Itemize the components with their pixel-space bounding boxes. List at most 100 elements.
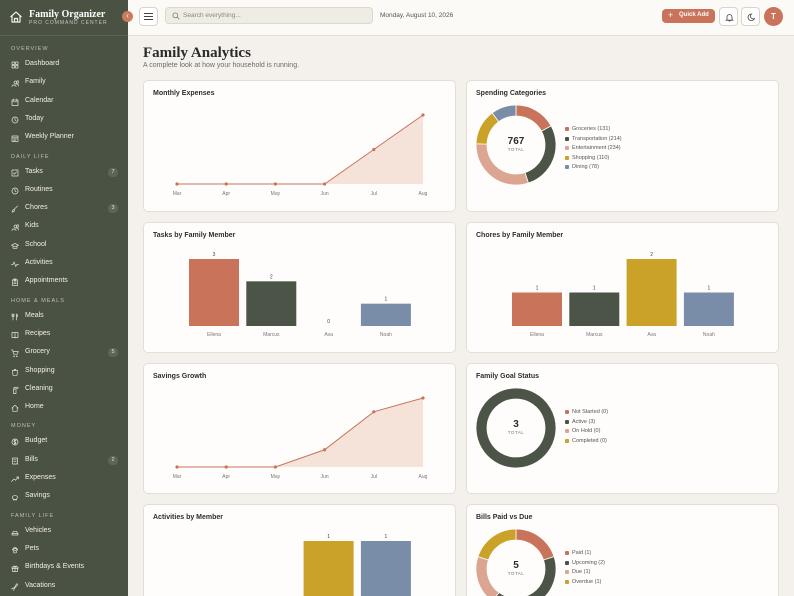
legend-label: Completed (0) bbox=[572, 437, 607, 444]
sidebar-item-savings[interactable]: Savings bbox=[0, 488, 128, 506]
menu-toggle-button[interactable] bbox=[139, 7, 158, 26]
sidebar-item-appointments[interactable]: Appointments bbox=[0, 273, 128, 291]
sidebar-item-label: Today bbox=[25, 114, 44, 122]
sidebar-item-dashboard[interactable]: Dashboard bbox=[0, 56, 128, 74]
x-tick-label: Ellena bbox=[207, 332, 221, 338]
x-tick-label: Apr bbox=[222, 474, 230, 480]
sidebar-item-grocery[interactable]: Grocery 5 bbox=[0, 344, 128, 362]
sidebar-item-weekly-planner[interactable]: Weekly Planner bbox=[0, 129, 128, 147]
x-tick-label: Noah bbox=[703, 332, 715, 338]
sidebar-item-routines[interactable]: Routines bbox=[0, 182, 128, 200]
sidebar-item-today[interactable]: Today bbox=[0, 111, 128, 129]
donut-total: 3 bbox=[513, 419, 519, 430]
pie-slice bbox=[477, 528, 517, 561]
cart-icon bbox=[11, 349, 19, 358]
legend-swatch bbox=[565, 127, 569, 131]
bar-value-label: 1 bbox=[708, 286, 711, 292]
sidebar-item-label: Dashboard bbox=[25, 60, 60, 67]
search-icon bbox=[172, 12, 180, 20]
sidebar-item-budget[interactable]: Budget bbox=[0, 433, 128, 451]
bar bbox=[360, 303, 411, 326]
car-icon bbox=[11, 530, 19, 535]
card-title: Bills Paid vs Due bbox=[476, 514, 533, 521]
clipboard-icon bbox=[12, 278, 18, 287]
sidebar-item-label: Pets bbox=[25, 544, 40, 552]
legend-label: Not Started (0) bbox=[572, 409, 609, 415]
legend-swatch bbox=[565, 165, 569, 169]
card-title: Monthly Expenses bbox=[153, 90, 215, 97]
avatar[interactable]: T bbox=[764, 7, 783, 26]
plane-icon bbox=[11, 582, 19, 591]
bar bbox=[360, 541, 411, 596]
x-tick-label: Jun bbox=[321, 191, 329, 197]
data-point bbox=[421, 113, 425, 117]
sidebar-item-cleaning[interactable]: Cleaning bbox=[0, 381, 128, 399]
sidebar-item-meals[interactable]: Meals bbox=[0, 308, 128, 326]
piggy-icon bbox=[11, 495, 18, 501]
x-tick-label: May bbox=[271, 191, 281, 197]
savings-growth-chart: Mar Apr May Jun Jul Aug bbox=[173, 396, 428, 480]
data-point bbox=[323, 448, 327, 452]
sidebar-item-calendar[interactable]: Calendar bbox=[0, 93, 128, 111]
collapse-sidebar-button[interactable]: ‹ bbox=[122, 11, 133, 22]
sidebar-item-label: Expenses bbox=[25, 474, 56, 481]
x-tick-label: Ava bbox=[324, 332, 333, 338]
calendar-week-icon bbox=[11, 135, 19, 143]
series-line bbox=[177, 397, 424, 468]
sidebar-item-shopping[interactable]: Shopping bbox=[0, 363, 128, 381]
legend-swatch bbox=[565, 410, 569, 414]
legend-label: Transportation (214) bbox=[572, 135, 622, 142]
legend-label: On Hold (0) bbox=[572, 428, 601, 434]
sidebar-item-birthdays-events[interactable]: Birthdays & Events bbox=[0, 559, 128, 577]
bar bbox=[683, 292, 734, 326]
series-line bbox=[177, 114, 424, 185]
data-point bbox=[421, 396, 425, 400]
pie-slice bbox=[515, 104, 552, 132]
page-title: Family Analytics bbox=[143, 45, 251, 61]
data-point bbox=[224, 465, 228, 469]
theme-toggle-button[interactable] bbox=[741, 7, 760, 26]
bar-value-label: 2 bbox=[650, 252, 653, 258]
chores-by-member-card: Chores by Family Member 1 Ellena 1 Marcus 2 Av… bbox=[466, 222, 779, 353]
area-fill bbox=[177, 398, 423, 467]
sidebar-item-chores[interactable]: Chores 3 bbox=[0, 200, 128, 218]
donut-center: 767 TOTAL bbox=[496, 136, 536, 152]
card-title: Family Goal Status bbox=[476, 373, 540, 380]
receipt-icon bbox=[12, 457, 18, 465]
legend-label: Upcoming (2) bbox=[572, 559, 606, 566]
sidebar-item-label: Birthdays & Events bbox=[25, 563, 85, 571]
x-tick-label: Aug bbox=[419, 191, 428, 197]
legend-label: Overdue (1) bbox=[572, 578, 602, 585]
sidebar-item-vehicles[interactable]: Vehicles bbox=[0, 523, 128, 541]
search-input[interactable]: Search everything... bbox=[165, 7, 373, 24]
sidebar-item-activities[interactable]: Activities bbox=[0, 255, 128, 273]
sidebar-item-kids[interactable]: Kids bbox=[0, 218, 128, 236]
sidebar-section-label: DAILY LIFE bbox=[11, 153, 50, 160]
notifications-button[interactable] bbox=[719, 7, 738, 26]
sidebar-item-home[interactable]: Home bbox=[0, 399, 128, 417]
sidebar-item-school[interactable]: School bbox=[0, 237, 128, 255]
sidebar-item-pets[interactable]: Pets bbox=[0, 541, 128, 559]
sidebar-item-recipes[interactable]: Recipes bbox=[0, 326, 128, 344]
sidebar-item-tasks[interactable]: Tasks 7 bbox=[0, 164, 128, 182]
sidebar-item-vacations[interactable]: Vacations bbox=[0, 578, 128, 596]
count-badge: 7 bbox=[108, 167, 118, 177]
sidebar-item-label: Chores bbox=[25, 204, 48, 212]
clock-icon bbox=[11, 187, 19, 195]
data-point bbox=[323, 182, 327, 186]
x-tick-label: Noah bbox=[380, 332, 392, 338]
dollar-icon bbox=[11, 439, 19, 446]
meal-icon bbox=[11, 313, 18, 320]
users-icon bbox=[11, 80, 19, 88]
sidebar-item-expenses[interactable]: Expenses bbox=[0, 470, 128, 488]
x-tick-label: Ellena bbox=[530, 332, 544, 338]
pie-slice bbox=[475, 387, 557, 469]
monthly-expenses-card: Monthly Expenses Mar Apr May Jun Jul Aug bbox=[143, 80, 456, 212]
quick-add-button[interactable]: + Quick Add bbox=[662, 9, 715, 23]
sidebar-item-label: Bills bbox=[25, 455, 38, 463]
area-fill bbox=[177, 115, 423, 184]
brand[interactable]: Family Organizer PRO COMMAND CENTER bbox=[0, 0, 128, 36]
sidebar-item-bills[interactable]: Bills 2 bbox=[0, 452, 128, 470]
sidebar-item-family[interactable]: Family bbox=[0, 74, 128, 92]
sidebar-section-label: MONEY bbox=[11, 423, 37, 430]
